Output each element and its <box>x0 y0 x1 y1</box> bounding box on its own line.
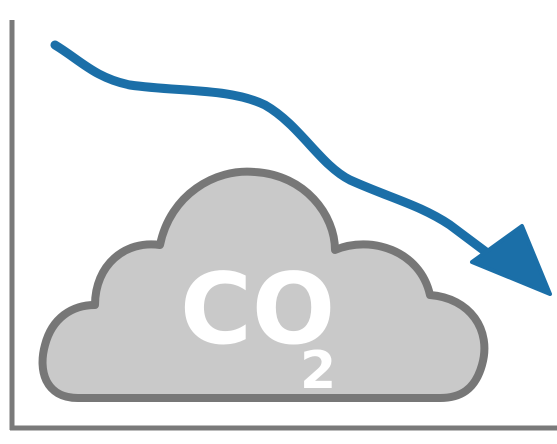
decline-arrow-head <box>470 224 552 296</box>
decline-arrow-line <box>50 40 495 260</box>
subscript-text: 2 <box>300 341 336 401</box>
co-text: CO <box>180 253 335 367</box>
cloud <box>38 167 489 402</box>
